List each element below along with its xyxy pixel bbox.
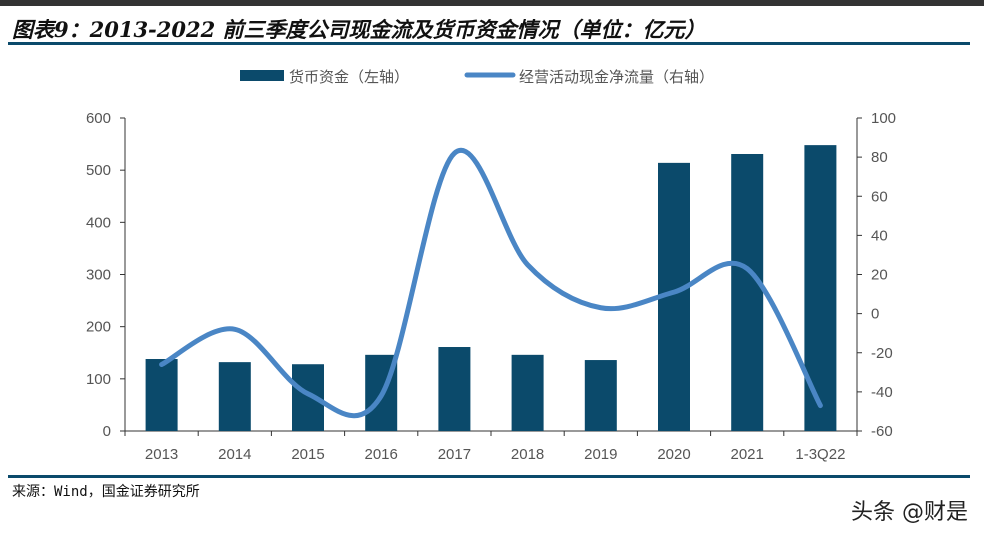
right-tick-label: 40 [871,227,888,244]
legend-label-line: 经营活动现金净流量（右轴） [519,68,714,86]
left-tick-label: 0 [103,423,111,440]
right-tick-label: -60 [871,423,893,440]
x-tick-label: 2020 [657,446,690,463]
bar-2018 [511,354,544,431]
x-tick-label: 2021 [731,446,764,463]
left-tick-label: 600 [86,110,111,127]
title-rule [8,42,970,45]
left-tick-label: 400 [86,214,111,231]
bar-2019 [584,360,617,431]
right-tick-label: -20 [871,345,893,362]
right-tick-label: 20 [871,267,888,284]
x-tick-label: 2017 [438,446,471,463]
bar-2014 [218,362,251,431]
legend-label-bar: 货币资金（左轴） [289,68,409,86]
source-note: 来源：Wind，国金证券研究所 [12,484,200,500]
bar-1-3Q22 [804,145,837,432]
right-tick-label: 0 [871,306,879,323]
source-rule [8,475,970,478]
bar-2017 [438,347,471,431]
x-tick-label: 2019 [584,446,617,463]
x-tick-label: 2018 [511,446,544,463]
x-tick-label: 1-3Q22 [795,446,845,463]
watermark: 头条 @财是 [851,500,968,525]
top-bar [0,0,984,6]
right-tick-label: 60 [871,188,888,205]
x-tick-label: 2013 [145,446,178,463]
right-tick-label: 100 [871,110,896,127]
bar-2021 [731,153,764,431]
bar-2013 [145,359,178,431]
left-tick-label: 100 [86,371,111,388]
x-tick-label: 2015 [291,446,324,463]
x-tick-label: 2014 [218,446,251,463]
left-tick-label: 500 [86,162,111,179]
right-tick-label: -40 [871,384,893,401]
left-tick-label: 300 [86,267,111,284]
x-tick-label: 2016 [365,446,398,463]
legend-swatch-bar [240,70,284,81]
chart-title: 图表9：2013-2022 前三季度公司现金流及货币资金情况（单位：亿元） [12,17,706,42]
left-tick-label: 200 [86,319,111,336]
right-tick-label: 80 [871,149,888,166]
line-series-cash-flow [159,147,823,419]
